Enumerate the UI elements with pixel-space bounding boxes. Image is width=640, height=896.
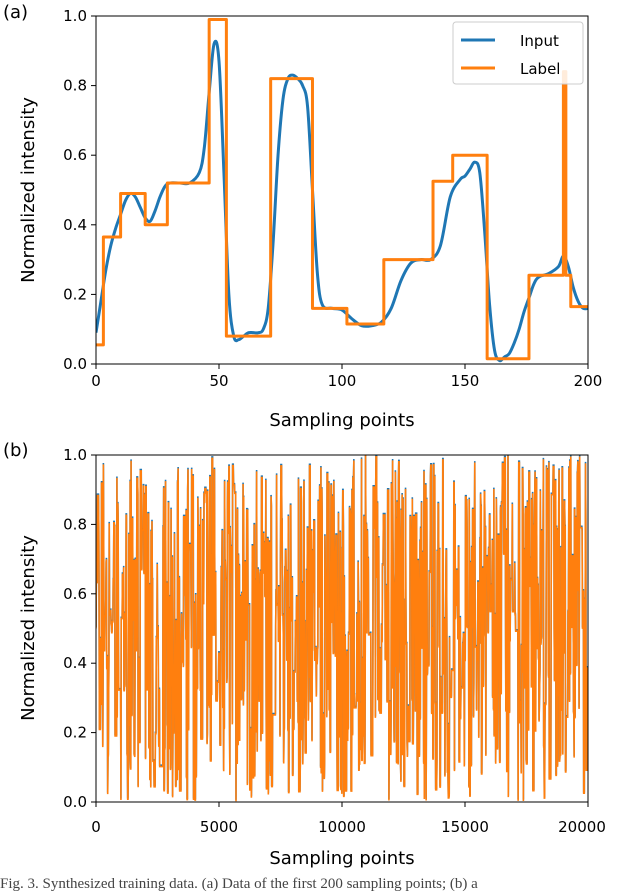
b-ytick-label: 0.2: [63, 724, 87, 742]
figure-caption: Fig. 3. Synthesized training data. (a) D…: [0, 876, 478, 892]
legend-box: [452, 21, 584, 85]
b-xtick-label: 5000: [200, 818, 238, 836]
panel-a-x-ticks: 0 50 100 150 200: [91, 364, 602, 390]
a-xtick-label: 0: [91, 372, 101, 390]
a-xtick-label: 100: [328, 372, 357, 390]
panel-b-x-ticks: 0 5000 10000 15000 20000: [91, 802, 606, 836]
b-xtick-label: 15000: [441, 818, 489, 836]
panel-a-label: (a): [3, 2, 28, 23]
a-x-axis-label: Sampling points: [269, 410, 414, 431]
a-ytick-label: 0.4: [63, 216, 87, 234]
legend-label-label: Label: [520, 60, 560, 78]
b-ytick-label: 0.0: [63, 793, 87, 811]
panel-b-plot: [95, 454, 589, 803]
figure: (a) 0.0 0.2 0.4 0.6 0.8 1.0 0 50 100 150…: [3, 2, 606, 869]
panel-a-legend: Input Label: [452, 21, 584, 85]
b-ytick-label: 1.0: [63, 446, 87, 464]
a-ytick-label: 0.0: [63, 355, 87, 373]
panel-b-label: (b): [3, 440, 28, 461]
a-xtick-label: 150: [451, 372, 480, 390]
b-ytick-label: 0.8: [63, 515, 87, 533]
a-xtick-label: 50: [209, 372, 228, 390]
series-input-line: [96, 39, 588, 363]
a-ytick-label: 0.8: [63, 77, 87, 95]
panel-a-y-ticks: 0.0 0.2 0.4 0.6 0.8 1.0: [63, 7, 96, 373]
b-x-axis-label: Sampling points: [269, 848, 414, 869]
legend-input-label: Input: [520, 32, 559, 50]
b-ytick-label: 0.4: [63, 654, 87, 672]
b-xtick-label: 0: [91, 818, 101, 836]
b-y-axis-label: Normalized intensity: [18, 535, 39, 721]
a-ytick-label: 0.6: [63, 146, 87, 164]
b-xtick-label: 20000: [558, 818, 606, 836]
a-ytick-label: 0.2: [63, 285, 87, 303]
panel-b-y-ticks: 0.0 0.2 0.4 0.6 0.8 1.0: [63, 446, 96, 811]
b-ytick-label: 0.6: [63, 585, 87, 603]
series-label-line: [96, 455, 588, 802]
a-y-axis-label: Normalized intensity: [18, 97, 39, 283]
series-label-line: [96, 17, 588, 361]
b-xtick-label: 10000: [318, 818, 366, 836]
a-ytick-label: 1.0: [63, 7, 87, 25]
a-xtick-label: 200: [574, 372, 603, 390]
